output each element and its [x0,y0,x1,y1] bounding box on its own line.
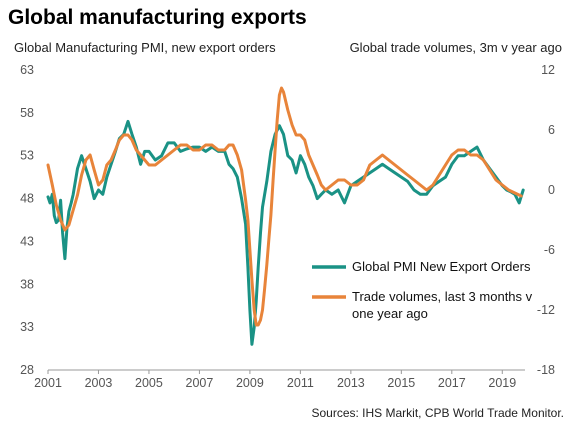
x-tick-label: 2001 [34,376,62,390]
chart-title: Global manufacturing exports [8,6,307,29]
x-tick-label: 2011 [287,376,314,390]
right-axis-label: Global trade volumes, 3m v year ago [349,40,562,55]
y-right-tick-label: 12 [541,63,555,77]
y-right-tick-label: 0 [548,183,555,197]
x-tick-label: 2003 [85,376,113,390]
y-right-tick-label: -6 [544,243,555,257]
y-right-tick-label: 6 [548,123,555,137]
x-tick-label: 2007 [186,376,214,390]
series-layer [46,86,525,346]
y-left-tick-label: 53 [20,149,34,163]
ticks-layer: 2001 2003 2005 2007 2009 2011 2013 2015 2017 2019… [20,63,555,390]
x-tick-label: 2015 [387,376,415,390]
legend-label-pmi: Global PMI New Export Orders [352,259,531,274]
y-right-tick-label: -12 [537,303,555,317]
source-note: Sources: IHS Markit, CPB World Trade Mon… [311,406,564,420]
y-left-tick-label: 43 [20,234,34,248]
series-line-trade [46,86,523,327]
x-tick-label: 2009 [236,376,264,390]
y-left-tick-label: 28 [20,363,34,377]
legend-label-trade-line2: one year ago [352,306,428,321]
legend-label-trade-line1: Trade volumes, last 3 months v [352,289,533,304]
y-left-tick-label: 63 [20,63,34,77]
y-left-tick-label: 38 [20,277,34,291]
y-left-tick-label: 58 [20,106,34,120]
x-tick-label: 2005 [135,376,163,390]
y-right-tick-label: -18 [537,363,555,377]
x-tick-label: 2019 [488,376,516,390]
y-left-tick-label: 33 [20,320,34,334]
x-tick-label: 2017 [438,376,466,390]
legend: Global PMI New Export Orders Trade volum… [312,259,533,321]
x-tick-label: 2013 [337,376,365,390]
left-axis-label: Global Manufacturing PMI, new export ord… [14,40,276,55]
y-left-tick-label: 48 [20,192,34,206]
